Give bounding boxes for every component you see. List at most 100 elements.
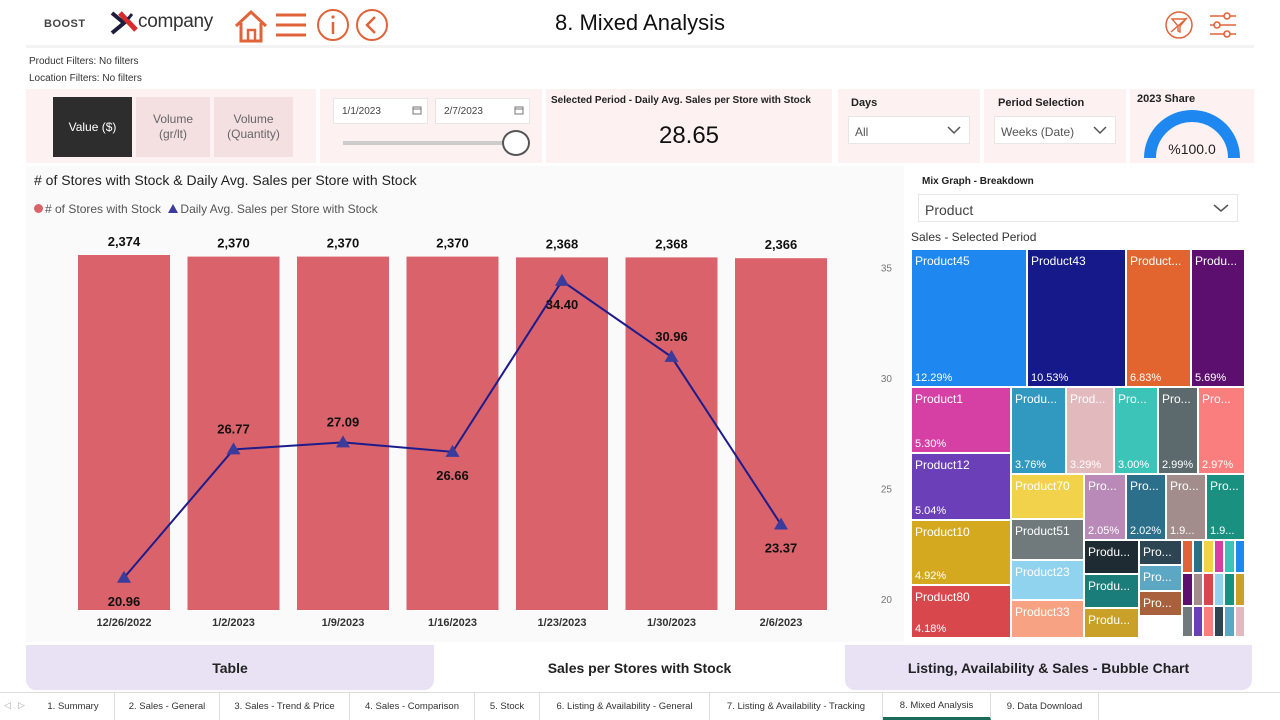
treemap-cell-small[interactable]: [1224, 540, 1235, 573]
treemap-cell[interactable]: Prod... 3.29%: [1066, 387, 1114, 474]
page-tab-listing-availability-tracking[interactable]: 7. Listing & Availability - Tracking: [710, 693, 883, 720]
line-point-marker: [445, 444, 460, 457]
measure-volume-grlt-button[interactable]: Volume (gr/lt): [136, 97, 210, 157]
measure-volume-quantity-button[interactable]: Volume (Quantity): [214, 97, 293, 157]
treemap-cell[interactable]: Product45 12.29%: [911, 249, 1027, 387]
date-slider-track[interactable]: [343, 141, 517, 145]
page-tab-summary[interactable]: 1. Summary: [32, 693, 115, 720]
page-tab-sales-comparison[interactable]: 4. Sales - Comparison: [350, 693, 475, 720]
back-icon[interactable]: [355, 8, 389, 42]
measure-value-button[interactable]: Value ($): [53, 97, 132, 157]
treemap-cell-small[interactable]: [1182, 540, 1193, 573]
treemap-cell[interactable]: Product23: [1011, 560, 1084, 600]
treemap-cell-name: Produ...: [1088, 579, 1131, 593]
calendar-icon[interactable]: [514, 105, 524, 115]
treemap-cell[interactable]: Product33: [1011, 600, 1084, 638]
treemap-cell-small[interactable]: [1224, 606, 1235, 637]
treemap-cell[interactable]: Pro...: [1139, 565, 1182, 591]
page-tab-sales-trend-price[interactable]: 3. Sales - Trend & Price: [220, 693, 350, 720]
chart-legend: # of Stores with Stock Daily Avg. Sales …: [34, 202, 378, 216]
period-value: Weeks (Date): [1001, 125, 1075, 139]
y2-tick-label: 30: [881, 374, 893, 385]
treemap-cell[interactable]: Product12 5.04%: [911, 453, 1011, 520]
page-tab-stock[interactable]: 5. Stock: [475, 693, 540, 720]
treemap-cell[interactable]: Pro... 1.9...: [1166, 474, 1206, 540]
period-dropdown[interactable]: Weeks (Date): [994, 116, 1116, 144]
page-tab-data-download[interactable]: 9. Data Download: [991, 693, 1099, 720]
start-date-input[interactable]: 1/1/2023: [333, 98, 428, 124]
treemap-cell-small[interactable]: [1182, 606, 1193, 637]
treemap-cell[interactable]: Product1 5.30%: [911, 387, 1011, 453]
line-value-label: 30.96: [655, 329, 688, 344]
treemap-cell-small[interactable]: [1192, 606, 1203, 637]
info-icon[interactable]: [316, 8, 350, 42]
bar-stores-with-stock: [297, 256, 389, 610]
treemap-cell[interactable]: Product... 6.83%: [1126, 249, 1191, 387]
treemap-cell[interactable]: Product80 4.18%: [911, 585, 1011, 638]
next-page-arrow-icon[interactable]: ▷: [18, 700, 25, 710]
treemap-cell-name: Pro...: [1170, 479, 1199, 493]
treemap-cell-small[interactable]: [1234, 540, 1245, 573]
treemap-cell[interactable]: Pro... 2.02%: [1126, 474, 1166, 540]
treemap-cell-small[interactable]: [1182, 573, 1193, 606]
boost-logo: BOOST: [44, 18, 86, 30]
period-label: Period Selection: [998, 97, 1085, 109]
prev-page-arrow-icon[interactable]: ◁: [4, 700, 11, 710]
days-dropdown[interactable]: All: [848, 116, 970, 144]
treemap-cell-small[interactable]: [1192, 540, 1203, 573]
calendar-icon[interactable]: [412, 105, 422, 115]
clear-filter-icon[interactable]: [1164, 10, 1194, 40]
bar-value-label: 2,370: [217, 236, 250, 251]
tab-table[interactable]: Table: [26, 645, 434, 690]
treemap-cell-name: Pro...: [1143, 596, 1172, 610]
treemap-cell[interactable]: Produ...: [1084, 540, 1139, 574]
treemap-cell-small[interactable]: [1203, 606, 1214, 637]
treemap-cell-small[interactable]: [1203, 540, 1214, 573]
treemap-cell-small[interactable]: [1213, 606, 1224, 637]
treemap-cell-small[interactable]: [1234, 573, 1245, 606]
treemap-cell[interactable]: Produ... 3.76%: [1011, 387, 1066, 474]
legend-bar-label: # of Stores with Stock: [45, 202, 162, 216]
treemap-cell[interactable]: Produ... 5.69%: [1191, 249, 1245, 387]
treemap-cell[interactable]: Pro...: [1139, 591, 1182, 616]
treemap-cell[interactable]: Product70: [1011, 474, 1084, 519]
date-slider-handle[interactable]: [502, 130, 530, 156]
x-tick-label: 2/6/2023: [760, 617, 803, 629]
menu-icon[interactable]: [274, 10, 310, 40]
treemap-cell[interactable]: Pro... 2.05%: [1084, 474, 1126, 540]
treemap-cell-small[interactable]: [1224, 573, 1235, 606]
treemap-cell[interactable]: Product51: [1011, 519, 1084, 560]
treemap-cell[interactable]: Product43 10.53%: [1027, 249, 1126, 387]
treemap-cell-name: Pro...: [1088, 479, 1117, 493]
tab-sales-per-stores[interactable]: Sales per Stores with Stock: [434, 645, 845, 690]
bar-value-label: 2,368: [546, 236, 579, 251]
treemap-cell[interactable]: Produ...: [1084, 574, 1139, 608]
treemap-cell-small[interactable]: [1234, 606, 1245, 637]
filter-settings-icon[interactable]: [1208, 12, 1238, 38]
treemap-cell[interactable]: Produ...: [1084, 608, 1139, 638]
tab-bubble-chart[interactable]: Listing, Availability & Sales - Bubble C…: [845, 645, 1252, 690]
mix-breakdown-dropdown[interactable]: Product: [918, 194, 1238, 222]
combo-chart: 2,374 12/26/2022 2,370 1/2/2023 2,370 1/9/202…: [78, 234, 893, 629]
chevron-down-icon: [1093, 126, 1107, 135]
treemap-cell[interactable]: Pro... 2.97%: [1198, 387, 1245, 474]
treemap-cell-pct: 3.76%: [1015, 459, 1047, 471]
treemap-cell[interactable]: Pro...: [1139, 540, 1182, 565]
treemap-cell[interactable]: Pro... 3.00%: [1114, 387, 1158, 474]
home-icon[interactable]: [233, 8, 269, 44]
x-tick-label: 12/26/2022: [96, 617, 151, 629]
page-tab-listing-availability-general[interactable]: 6. Listing & Availability - General: [540, 693, 710, 720]
treemap-cell-small[interactable]: [1213, 540, 1224, 573]
company-x-logo-icon: [110, 11, 138, 35]
treemap-cell-small[interactable]: [1192, 573, 1203, 606]
bar-value-label: 2,370: [327, 236, 360, 251]
end-date-input[interactable]: 2/7/2023: [435, 98, 530, 124]
page-tab-sales-general[interactable]: 2. Sales - General: [115, 693, 220, 720]
treemap-cell[interactable]: Product10 4.92%: [911, 520, 1011, 585]
treemap-cell-small[interactable]: [1203, 573, 1214, 606]
treemap-cell[interactable]: Pro... 1.9...: [1206, 474, 1245, 540]
line-value-label: 34.40: [546, 297, 579, 312]
page-tab-mixed-analysis[interactable]: 8. Mixed Analysis: [883, 693, 991, 720]
treemap-cell[interactable]: Pro... 2.99%: [1158, 387, 1198, 474]
treemap-cell-small[interactable]: [1213, 573, 1224, 606]
